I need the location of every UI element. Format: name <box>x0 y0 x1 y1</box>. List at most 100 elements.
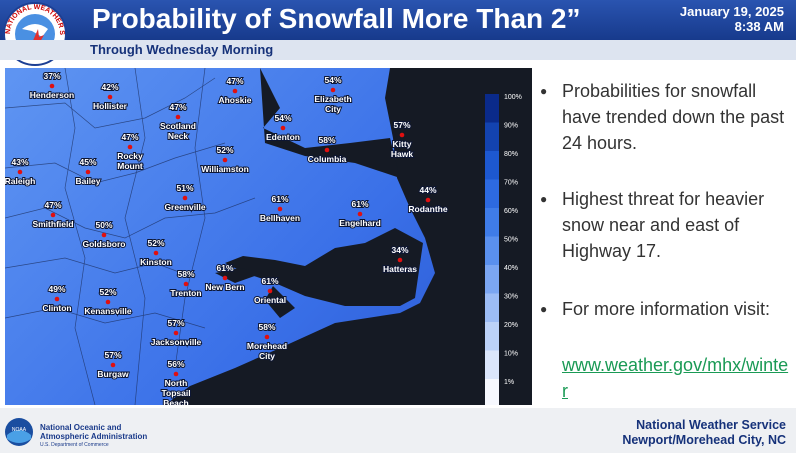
city-dot <box>264 334 270 340</box>
date: January 19, 2025 <box>679 4 784 19</box>
city-name: Topsail <box>161 388 190 398</box>
city-dot <box>277 206 283 212</box>
link[interactable]: www.weather.gov/mhx/winter <box>562 355 789 401</box>
city-dot <box>425 197 431 203</box>
city-name: City <box>259 351 275 361</box>
legend-label: 50% <box>504 237 518 244</box>
city-percent: 50% <box>95 220 112 230</box>
city-percent: 61% <box>261 276 278 286</box>
city-name: Hawk <box>391 149 413 159</box>
legend-label: 20% <box>504 322 518 329</box>
city-dot <box>54 296 60 302</box>
city-name: Morehead <box>247 341 287 351</box>
city-name: Rodanthe <box>408 204 447 214</box>
city-percent: 57% <box>104 350 121 360</box>
city-dot <box>357 211 363 217</box>
city-percent: 34% <box>391 245 408 255</box>
pamlico-sound <box>225 228 423 306</box>
city-percent: 43% <box>11 157 28 167</box>
city-percent: 56% <box>167 359 184 369</box>
legend-swatch <box>485 151 499 180</box>
city-dot <box>50 212 56 218</box>
city-percent: 57% <box>393 120 410 130</box>
city-name: North <box>165 378 188 388</box>
city-name: Trenton <box>170 288 201 298</box>
city-percent: 47% <box>121 132 138 142</box>
city-name: Mount <box>117 161 143 171</box>
city-name: Scotland <box>160 121 196 131</box>
city-percent: 47% <box>44 200 61 210</box>
city-name: Greenville <box>164 202 205 212</box>
city-dot <box>110 362 116 368</box>
legend-swatch <box>485 208 499 237</box>
city-name: Beach <box>163 398 189 405</box>
noaa-text: Atmospheric Administration <box>40 432 148 441</box>
city-dot <box>280 125 286 131</box>
legend-label: 1% <box>504 379 514 386</box>
legend: 100% 90% 80% 70% 60% 50% 40% 30% 20% 10% 1% <box>477 90 527 405</box>
city-name: Hatteras <box>383 264 417 274</box>
subtitle: Through Wednesday Morning <box>90 42 274 57</box>
legend-swatch <box>485 350 499 379</box>
city-dot <box>105 299 111 305</box>
svg-text:NOAA: NOAA <box>12 427 27 433</box>
noaa-text: National Oceanic and <box>40 423 122 432</box>
city-percent: 58% <box>258 322 275 332</box>
city-percent: 44% <box>419 185 436 195</box>
city-name: Bailey <box>75 176 100 186</box>
city-dot <box>127 144 133 150</box>
city-name: Burgaw <box>97 369 129 379</box>
time: 8:38 AM <box>734 19 784 34</box>
legend-swatch <box>485 94 499 123</box>
legend-label: 100% <box>504 94 522 101</box>
noaa-dept: U.S. Department of Commerce <box>40 442 109 448</box>
bullet: Probabilities for snowfall have trended … <box>540 78 790 156</box>
city-percent: 49% <box>48 284 65 294</box>
legend-label: 60% <box>504 208 518 215</box>
city-percent: 58% <box>318 135 335 145</box>
city-dot <box>397 257 403 263</box>
legend-label: 80% <box>504 151 518 158</box>
city-name: Henderson <box>30 90 74 100</box>
city-name: Columbia <box>308 154 347 164</box>
city-dot <box>173 330 179 336</box>
legend-swatch <box>485 179 499 208</box>
city-percent: 51% <box>176 183 193 193</box>
city-name: Clinton <box>42 303 71 313</box>
city-dot <box>85 169 91 175</box>
noaa-logo: NOAA <box>5 418 33 446</box>
office: National Weather Service <box>636 418 786 432</box>
legend-label: 70% <box>504 180 518 187</box>
rivers <box>215 268 295 318</box>
city-name: Kinston <box>140 257 172 267</box>
legend-label: 90% <box>504 123 518 130</box>
city-name: City <box>325 104 341 114</box>
city-name: Raleigh <box>5 176 35 186</box>
city-labels: 37% Henderson 42% Hollister 47% Ahoskie 54% Eli… <box>5 70 449 405</box>
county-lines <box>5 68 256 405</box>
city-dot <box>175 114 181 120</box>
city-dot <box>49 83 55 89</box>
albemarle-sound <box>260 68 400 178</box>
legend-swatch <box>485 322 499 351</box>
bullet: Highest threat for heavier snow near and… <box>540 186 790 264</box>
city-percent: 45% <box>79 157 96 167</box>
city-dot <box>107 94 113 100</box>
city-dot <box>153 250 159 256</box>
city-name: Jacksonville <box>151 337 202 347</box>
header-bar <box>0 0 796 40</box>
city-percent: 61% <box>271 194 288 204</box>
city-name: Smithfield <box>32 219 73 229</box>
city-name: Elizabeth <box>314 94 351 104</box>
city-name: Goldsboro <box>83 239 126 249</box>
subtitle-bar <box>0 40 796 60</box>
legend-swatch <box>485 122 499 151</box>
legend-swatch <box>485 265 499 294</box>
legend-swatch <box>485 293 499 322</box>
city-percent: 61% <box>216 263 233 273</box>
city-percent: 52% <box>147 238 164 248</box>
legend-label: 40% <box>504 265 518 272</box>
city-name: Engelhard <box>339 218 381 228</box>
legend-label: 10% <box>504 351 518 358</box>
city-dot <box>222 157 228 163</box>
